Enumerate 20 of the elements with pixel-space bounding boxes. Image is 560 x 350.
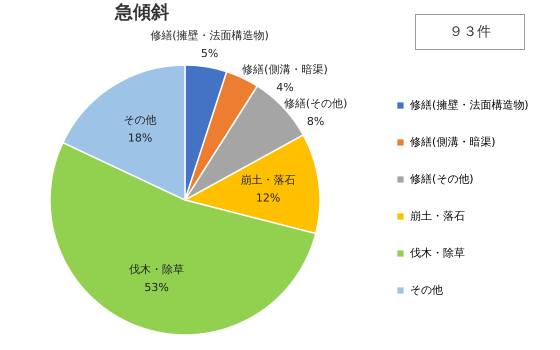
slice-label: 修繕(擁壁・法面構造物)	[150, 28, 269, 42]
legend-label: 修繕(擁壁・法面構造物)	[410, 98, 529, 112]
slice-label: 崩土・落石	[240, 174, 296, 187]
slice-label: 修繕(側溝・暗渠)	[242, 62, 328, 76]
legend-label: 崩土・落石	[410, 210, 465, 222]
data-label: 53%	[144, 280, 169, 294]
slice-label: その他	[124, 113, 157, 126]
legend-label: 伐木・除草	[410, 246, 465, 260]
slice-label: 修繕(その他)	[284, 96, 348, 110]
data-label: 12%	[256, 192, 280, 205]
data-label: 18%	[128, 131, 152, 144]
legend-label: その他	[410, 284, 443, 296]
slice-label: 伐木・除草	[129, 262, 184, 276]
chart-title: 急傾斜	[114, 2, 169, 23]
legend-label: 修繕(側溝・暗渠)	[410, 136, 496, 148]
legend-label: 修繕(その他)	[410, 172, 474, 186]
text: ９３件	[415, 14, 525, 50]
data-label: 8%	[306, 114, 324, 128]
data-label: 5%	[200, 46, 218, 60]
data-label: 4%	[276, 80, 294, 94]
